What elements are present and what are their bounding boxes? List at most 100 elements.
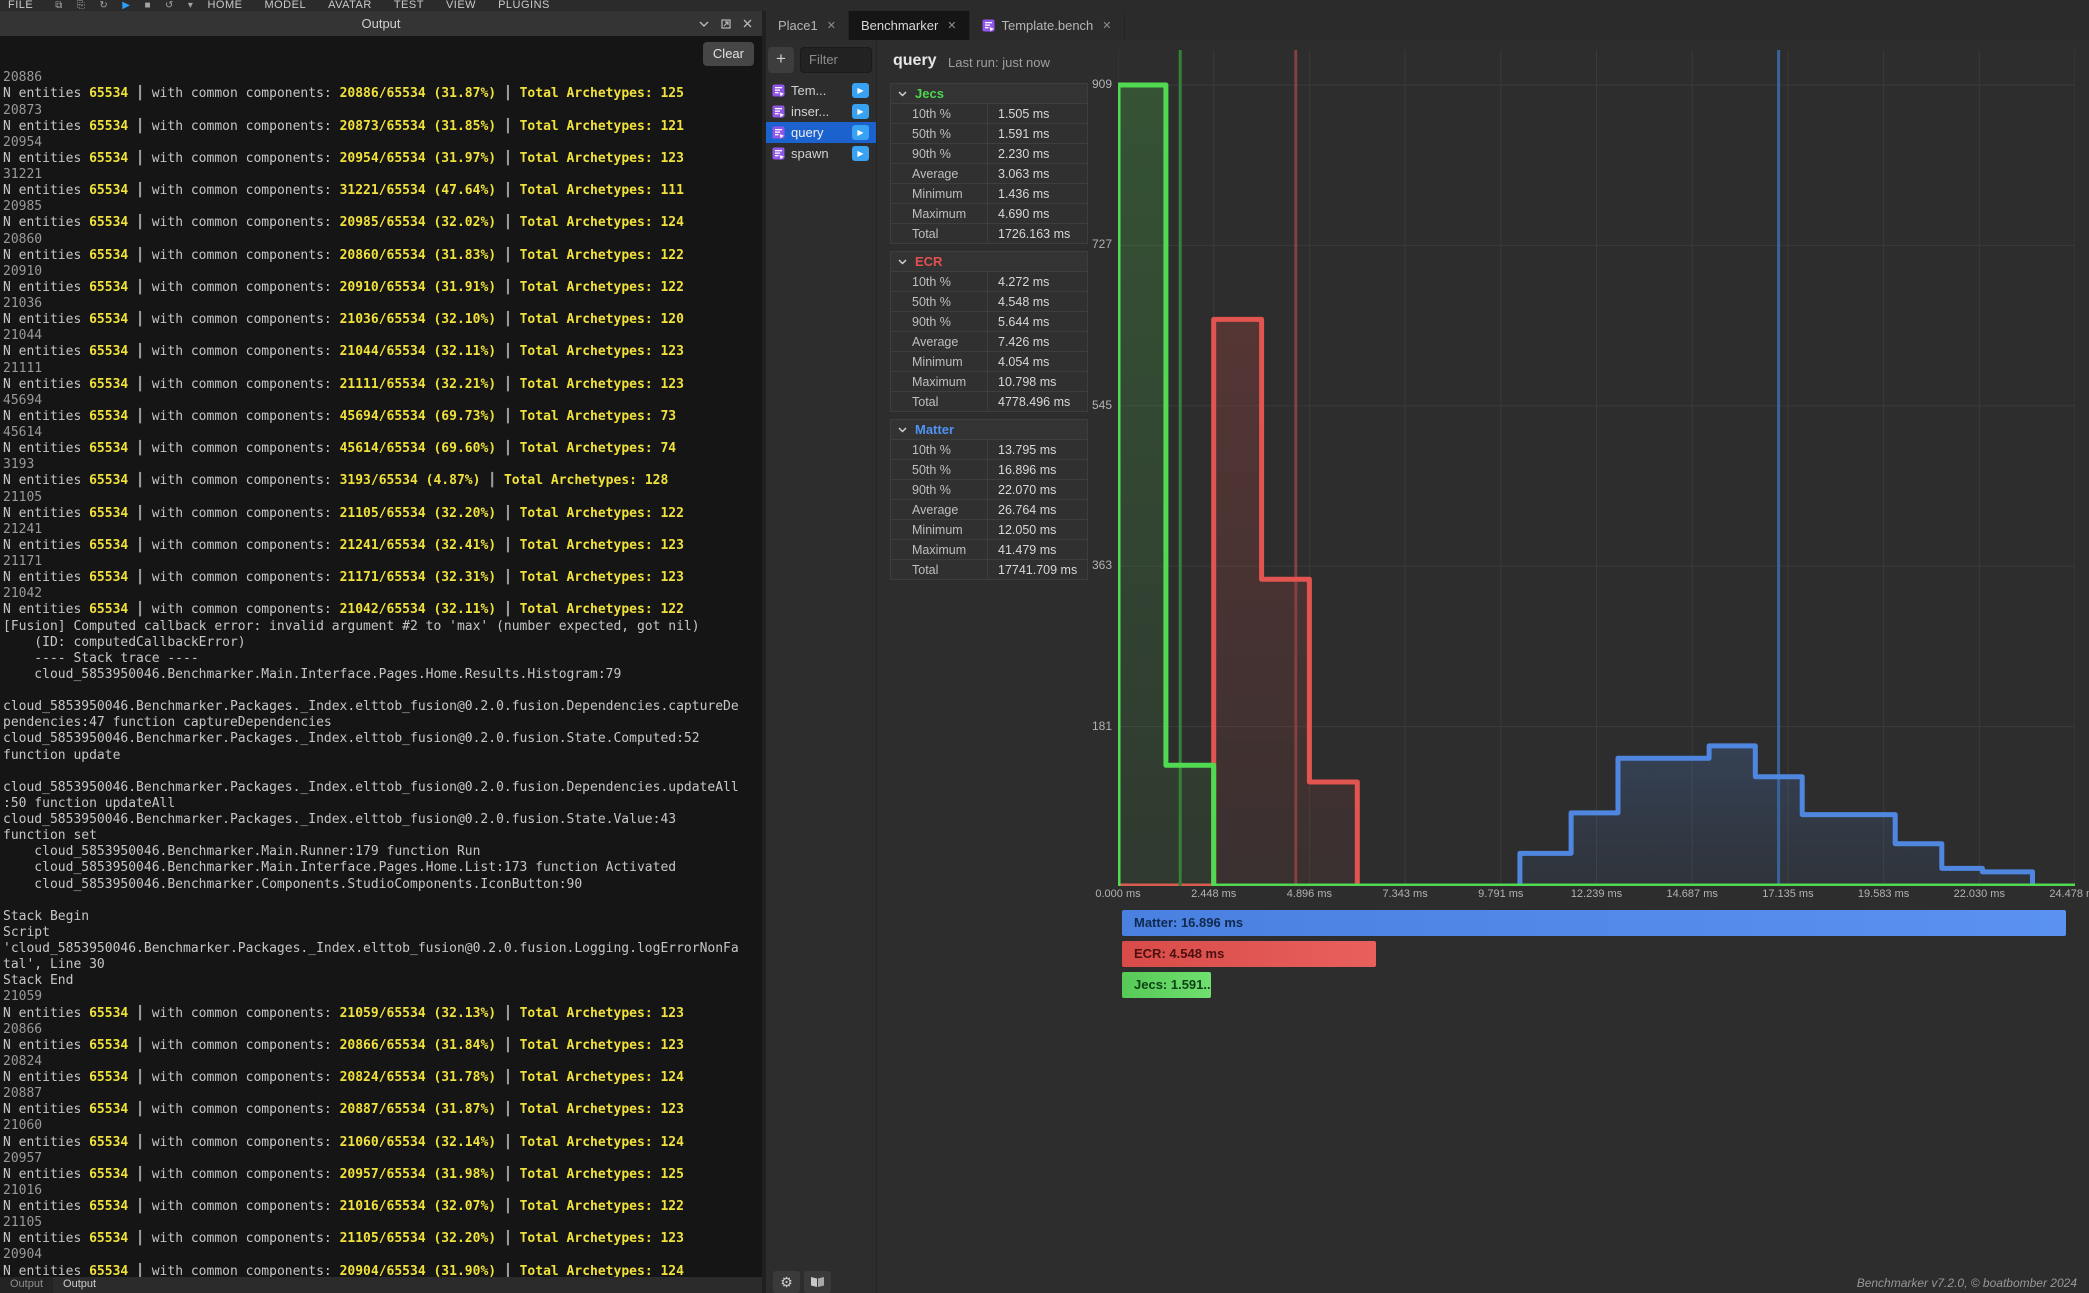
script-icon — [772, 105, 785, 118]
caret-down-icon[interactable]: ▾ — [187, 0, 194, 11]
add-benchmark-button[interactable]: + — [768, 47, 794, 73]
menu-home[interactable]: HOME — [207, 0, 243, 11]
legend-bar-jecs[interactable]: Jecs: 1.591... — [1122, 972, 1211, 998]
plugin-credit: Benchmarker v7.2.0, © boatbomber 2024 — [1856, 1276, 2077, 1290]
menu-model[interactable]: MODEL — [264, 0, 307, 11]
clear-button[interactable]: Clear — [702, 42, 754, 67]
run-benchmark-button[interactable]: ▶ — [852, 104, 869, 119]
stat-label: 50th % — [890, 459, 988, 480]
output-console[interactable]: 20886 N entities 65534 ┃ with common comp… — [0, 36, 762, 1277]
undo-icon[interactable]: ↺ — [165, 0, 174, 11]
run-benchmark-button[interactable]: ▶ — [852, 146, 869, 161]
close-icon[interactable]: ✕ — [826, 20, 836, 32]
list-results-divider — [876, 40, 877, 1293]
run-benchmark-button[interactable]: ▶ — [852, 83, 869, 98]
histogram-fill-matter — [1118, 745, 2075, 886]
console-line: 20873 — [3, 102, 43, 118]
console-line: N entities 65534 ┃ with common component… — [3, 570, 684, 586]
tab-place1[interactable]: Place1 ✕ — [766, 11, 849, 40]
output-bottom-tab-2[interactable]: Output — [63, 1278, 97, 1290]
console-line: 45614 — [3, 425, 43, 440]
stat-label: Maximum — [890, 539, 988, 560]
tab-benchmarker[interactable]: Benchmarker ✕ — [848, 11, 970, 40]
tab-template-bench[interactable]: Template.bench ✕ — [970, 11, 1125, 40]
document-tabbar: Place1 ✕ Benchmarker ✕ Template.bench ✕ — [766, 11, 2089, 40]
console-line: function update — [3, 747, 121, 763]
menu-plugins[interactable]: PLUGINS — [498, 0, 550, 11]
y-axis-tick-label: 545 — [1091, 397, 1112, 412]
close-icon[interactable] — [743, 19, 752, 28]
stats-section-name: Matter — [915, 422, 955, 437]
stats-section-header[interactable]: Jecs — [890, 83, 1088, 104]
output-bottom-tab-1[interactable]: Output — [0, 1277, 54, 1293]
console-line — [3, 893, 762, 909]
console-line — [3, 764, 762, 780]
chevron-down-icon[interactable] — [699, 21, 709, 27]
legend-bar-ecr[interactable]: ECR: 4.548 ms — [1122, 941, 1376, 967]
docs-button[interactable] — [804, 1271, 831, 1293]
console-line: cloud_5853950046.Benchmarker.Main.Runner… — [3, 844, 481, 860]
legend-bar-matter[interactable]: Matter: 16.896 ms — [1122, 910, 2066, 936]
menu-view[interactable]: VIEW — [445, 0, 477, 11]
stat-value: 26.764 ms — [987, 499, 1088, 520]
console-line: 20904 — [3, 1247, 43, 1263]
bench-item-inser[interactable]: inser... ▶ — [766, 101, 876, 122]
stats-row: 50th % 1.591 ms — [890, 123, 1088, 144]
console-line: 21105 — [3, 1215, 43, 1231]
stats-row: Maximum 41.479 ms — [890, 539, 1088, 560]
console-line: cloud_5853950046.Benchmarker.Packages._I… — [3, 699, 739, 715]
console-line: 21241 — [3, 521, 43, 537]
script-icon — [982, 19, 995, 32]
menu-avatar[interactable]: AVATAR — [328, 0, 372, 11]
stats-section-header[interactable]: ECR — [890, 251, 1088, 272]
dock-window-icon[interactable] — [721, 18, 731, 29]
book-icon — [811, 1277, 824, 1287]
stats-section-name: Jecs — [915, 86, 944, 101]
stat-value: 5.644 ms — [987, 311, 1088, 332]
x-axis-tick-label: 4.896 ms — [1286, 888, 1333, 900]
stat-label: 50th % — [890, 291, 988, 312]
paste-icon[interactable]: ⎘ — [76, 0, 86, 11]
stat-value: 16.896 ms — [987, 459, 1088, 480]
x-axis-tick-label: 14.687 ms — [1666, 888, 1718, 900]
bench-item-label: spawn — [791, 146, 829, 161]
stop-icon[interactable]: ■ — [144, 0, 152, 11]
redo-icon[interactable]: ↻ — [99, 0, 109, 11]
play-icon: ▶ — [857, 127, 864, 137]
stat-value: 1726.163 ms — [987, 223, 1088, 244]
console-line: N entities 65534 ┃ with common component… — [3, 86, 684, 102]
stats-section-name: ECR — [915, 254, 943, 269]
stats-row: 10th % 1.505 ms — [890, 103, 1088, 124]
x-axis-tick-label: 0.000 ms — [1095, 888, 1141, 900]
menu-test[interactable]: TEST — [393, 0, 424, 11]
bench-item-tem[interactable]: Tem... ▶ — [766, 80, 876, 101]
script-icon — [772, 147, 785, 160]
console-line: N entities 65534 ┃ with common component… — [3, 247, 684, 263]
y-axis-tick-label: 909 — [1091, 77, 1112, 91]
filter-input[interactable]: Filter — [800, 47, 872, 73]
stats-section-header[interactable]: Matter — [890, 419, 1088, 440]
close-icon[interactable]: ✕ — [947, 20, 957, 32]
x-axis-tick-label: 9.791 ms — [1478, 888, 1524, 900]
clipboard-icon[interactable]: ⧉ — [55, 0, 63, 11]
script-icon — [772, 126, 785, 139]
bench-item-query[interactable]: query ▶ — [766, 122, 876, 143]
menu-file[interactable]: FILE — [8, 0, 34, 11]
run-benchmark-button[interactable]: ▶ — [852, 125, 869, 140]
bench-item-spawn[interactable]: spawn ▶ — [766, 143, 876, 164]
console-line: 20910 — [3, 263, 43, 279]
console-line: N entities 65534 ┃ with common component… — [3, 312, 684, 328]
console-line: N entities 65534 ┃ with common component… — [3, 1231, 684, 1247]
play-icon: ▶ — [857, 148, 864, 158]
console-line: N entities 65534 ┃ with common component… — [3, 344, 684, 360]
script-icon — [772, 84, 785, 97]
stats-row: Total 1726.163 ms — [890, 223, 1088, 244]
stats-row: Total 4778.496 ms — [890, 391, 1088, 412]
play-icon[interactable]: ▶ — [122, 0, 131, 11]
settings-button[interactable]: ⚙ — [773, 1271, 800, 1293]
console-line: ---- Stack trace ---- — [3, 650, 199, 666]
close-icon[interactable]: ✕ — [1102, 20, 1112, 32]
console-line: 20954 — [3, 134, 43, 150]
tab-label: Template.bench — [1001, 18, 1094, 33]
console-line: 20887 — [3, 1086, 43, 1102]
